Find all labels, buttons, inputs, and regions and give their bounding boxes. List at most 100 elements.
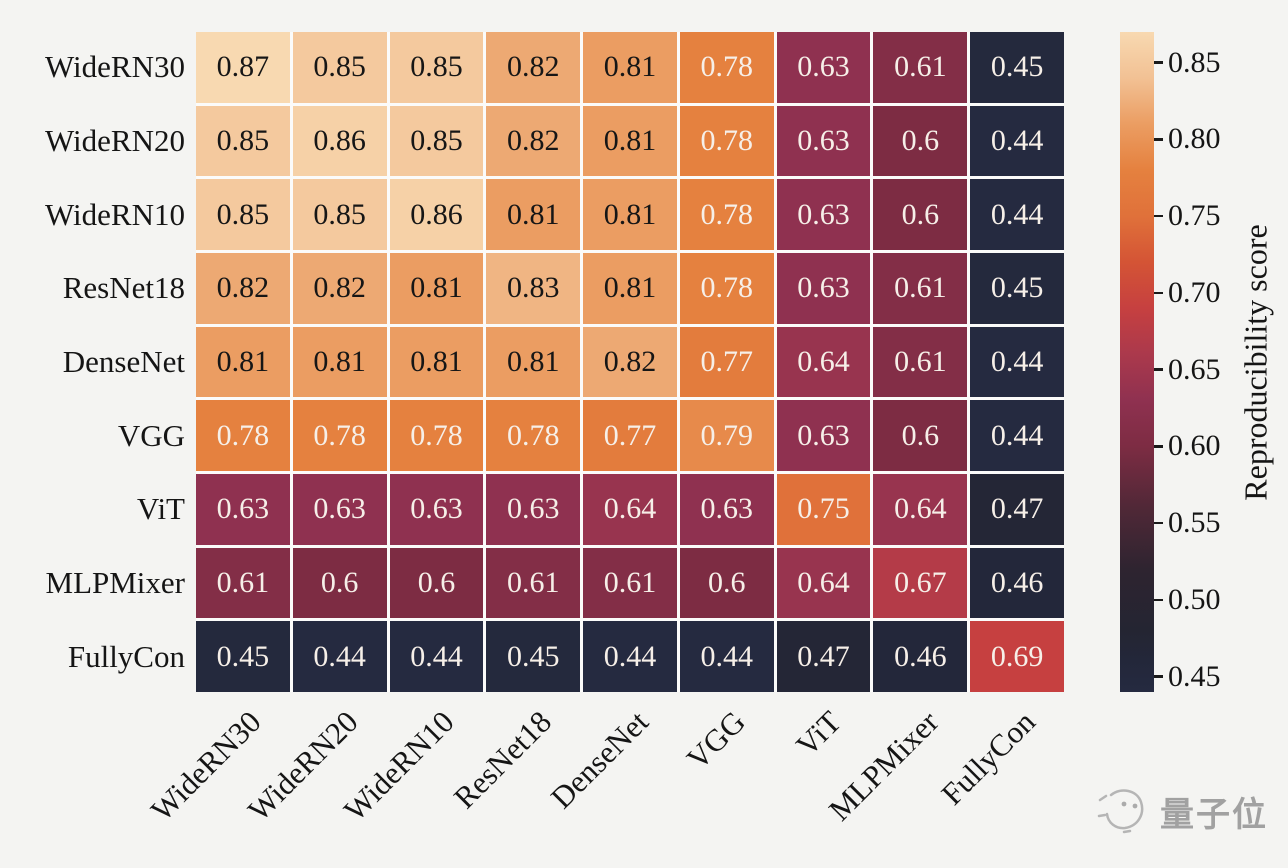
- heatmap-cell: 0.44: [292, 621, 387, 692]
- heatmap-grid: 0.87 0.85 0.85 0.82 0.81 0.78 0.63 0.61 0.45 0.85…: [196, 32, 1064, 692]
- heatmap-cell: 0.61: [486, 547, 581, 619]
- heatmap-cell: 0.6: [873, 179, 968, 250]
- heatmap-cell: 0.63: [776, 400, 871, 471]
- watermark: 量子位: [1094, 782, 1268, 840]
- heatmap-cell: 0.75: [776, 473, 871, 545]
- heatmap-cell: 0.81: [389, 252, 484, 324]
- heatmap-cell: 0.6: [389, 547, 484, 619]
- heatmap-cell: 0.82: [196, 252, 290, 324]
- heatmap-cell: 0.81: [583, 252, 677, 324]
- heatmap-cell: 0.78: [389, 400, 484, 471]
- col-label: ViT: [789, 704, 849, 763]
- heatmap-cell: 0.44: [970, 179, 1064, 250]
- heatmap-cell: 0.78: [679, 179, 774, 250]
- heatmap-cell: 0.44: [679, 621, 774, 692]
- heatmap-cell: 0.45: [970, 252, 1064, 324]
- heatmap-cell: 0.44: [389, 621, 484, 692]
- heatmap-cell: 0.78: [486, 400, 581, 471]
- heatmap-cell: 0.85: [389, 105, 484, 177]
- colorbar-tick-mark: [1154, 368, 1163, 371]
- heatmap-cell: 0.44: [583, 621, 677, 692]
- watermark-text: 量子位: [1160, 794, 1268, 835]
- heatmap-cell: 0.78: [679, 105, 774, 177]
- heatmap-cell: 0.46: [873, 621, 968, 692]
- row-label: WideRN10: [45, 196, 185, 232]
- heatmap-cell: 0.81: [389, 326, 484, 398]
- heatmap-cell: 0.63: [486, 473, 581, 545]
- x-axis-labels: WideRN30 WideRN20 WideRN10 ResNet18 DenseNet…: [144, 694, 1064, 864]
- colorbar-tick-mark: [1154, 521, 1163, 525]
- heatmap-cell: 0.78: [196, 400, 290, 471]
- heatmap-cell: 0.6: [873, 400, 968, 471]
- heatmap-cell: 0.69: [970, 621, 1064, 692]
- heatmap-cell: 0.45: [486, 621, 581, 692]
- heatmap-cell: 0.63: [679, 473, 774, 545]
- row-label: WideRN20: [45, 122, 185, 158]
- heatmap-cell: 0.61: [873, 326, 968, 398]
- heatmap-cell: 0.82: [486, 32, 581, 103]
- row-label: ResNet18: [62, 270, 185, 306]
- heatmap-cell: 0.6: [873, 105, 968, 177]
- heatmap-cell: 0.63: [292, 473, 387, 545]
- row-label: ViT: [136, 491, 185, 527]
- col-label: DenseNet: [543, 704, 655, 816]
- colorbar-title-label: Reproducibility score: [1237, 223, 1274, 501]
- heatmap-cell: 0.85: [196, 179, 290, 250]
- heatmap-cell: 0.81: [583, 179, 677, 250]
- heatmap-cell: 0.64: [776, 326, 871, 398]
- heatmap-cell: 0.63: [776, 105, 871, 177]
- heatmap-cell: 0.81: [583, 32, 677, 103]
- qbitai-sketch-logo-icon: [1097, 789, 1144, 834]
- colorbar-tick-mark: [1154, 214, 1163, 218]
- heatmap-cell: 0.86: [389, 179, 484, 250]
- heatmap-cell: 0.47: [970, 473, 1064, 545]
- heatmap-cell: 0.81: [196, 326, 290, 398]
- heatmap-cell: 0.77: [679, 326, 774, 398]
- heatmap-cell: 0.78: [679, 252, 774, 324]
- row-label: FullyCon: [67, 638, 185, 674]
- heatmap-cell: 0.61: [583, 547, 677, 619]
- colorbar-tick-mark: [1154, 61, 1163, 64]
- heatmap-cell: 0.81: [486, 179, 581, 250]
- heatmap-cell: 0.81: [583, 105, 677, 177]
- heatmap-cell: 0.64: [873, 473, 968, 545]
- heatmap-cell: 0.61: [196, 547, 290, 619]
- y-axis-labels: WideRN30 WideRN20 WideRN10 ResNet18 DenseNet…: [0, 32, 185, 692]
- col-label: ResNet18: [446, 704, 558, 816]
- row-label: VGG: [117, 417, 185, 453]
- row-label: MLPMixer: [45, 564, 186, 600]
- heatmap-cell: 0.63: [776, 252, 871, 324]
- heatmap-cell: 0.81: [486, 326, 581, 398]
- colorbar-tick-mark: [1154, 291, 1163, 295]
- colorbar-tick-mark: [1154, 445, 1163, 448]
- heatmap-cell: 0.63: [776, 32, 871, 103]
- colorbar-title: Reproducibility score: [1228, 32, 1284, 692]
- heatmap-cell: 0.6: [292, 547, 387, 619]
- heatmap-cell: 0.82: [583, 326, 677, 398]
- colorbar-tick-mark: [1154, 675, 1163, 678]
- heatmap-cell: 0.81: [292, 326, 387, 398]
- heatmap-cell: 0.44: [970, 326, 1064, 398]
- heatmap-cell: 0.61: [873, 252, 968, 324]
- heatmap-cell: 0.63: [776, 179, 871, 250]
- heatmap-cell: 0.45: [970, 32, 1064, 103]
- heatmap-cell: 0.78: [292, 400, 387, 471]
- heatmap-cell: 0.44: [970, 105, 1064, 177]
- colorbar-gradient: [1120, 32, 1154, 692]
- heatmap-cell: 0.85: [196, 105, 290, 177]
- heatmap-cell: 0.85: [389, 32, 484, 103]
- heatmap-cell: 0.82: [292, 252, 387, 324]
- col-label: VGG: [679, 704, 752, 777]
- heatmap-cell: 0.6: [679, 547, 774, 619]
- heatmap-cell: 0.45: [196, 621, 290, 692]
- colorbar-tick-mark: [1154, 598, 1163, 602]
- heatmap-cell: 0.85: [292, 179, 387, 250]
- colorbar-tick-mark: [1154, 138, 1163, 141]
- heatmap-cell: 0.77: [583, 400, 677, 471]
- heatmap-cell: 0.85: [292, 32, 387, 103]
- heatmap-cell: 0.64: [776, 547, 871, 619]
- heatmap-cell: 0.86: [292, 105, 387, 177]
- heatmap-cell: 0.47: [776, 621, 871, 692]
- col-label: FullyCon: [934, 704, 1042, 812]
